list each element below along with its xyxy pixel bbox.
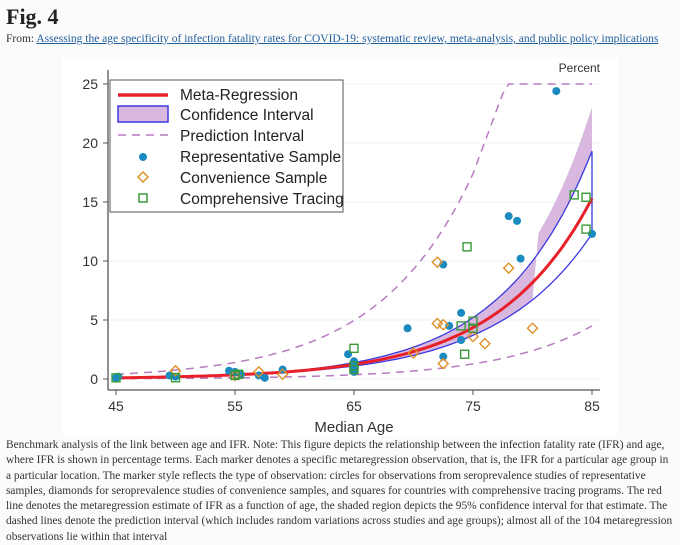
x-tick-label: 85: [584, 398, 600, 414]
legend-circle-marker: [139, 153, 147, 161]
convenience-point: [276, 368, 289, 381]
y-axis-label: Percent: [559, 61, 601, 75]
legend-label: Meta-Regression: [180, 87, 298, 104]
y-tick-label: 5: [90, 312, 98, 328]
convenience-point: [526, 322, 539, 335]
tracing-point: [349, 361, 359, 371]
representative-point: [403, 324, 412, 333]
representative-point: [588, 229, 596, 238]
convenience-point: [431, 256, 444, 269]
tracing-point: [468, 316, 478, 326]
y-tick-label: 15: [82, 194, 98, 210]
x-axis-label: Median Age: [314, 419, 393, 436]
convenience-point: [437, 357, 450, 370]
representative-point: [439, 352, 448, 361]
tracing-point: [349, 343, 359, 354]
convenience-point: [252, 365, 265, 378]
tracing-point: [581, 224, 591, 234]
prediction-upper-line: [115, 83, 592, 376]
representative-point: [552, 87, 561, 96]
representative-point: [457, 336, 466, 345]
article-link[interactable]: Assessing the age specificity of infecti…: [36, 33, 659, 45]
convenience-point: [467, 330, 479, 343]
legend-box: [109, 79, 344, 213]
legend-ci-swatch: [117, 105, 169, 123]
representative-point: [513, 216, 522, 225]
figure-caption: Benchmark analysis of the link between a…: [6, 439, 673, 543]
x-tick-label: 45: [108, 398, 124, 414]
x-tick-label: 75: [465, 398, 481, 414]
legend-diamond-marker: [136, 170, 150, 184]
legend-square-marker: [138, 193, 148, 203]
legend-label: Confidence Interval: [180, 107, 314, 124]
legend-label: Prediction Interval: [180, 128, 304, 145]
x-tick-label: 55: [227, 398, 243, 414]
legend-label: Comprehensive Tracing: [180, 191, 344, 208]
representative-point: [457, 308, 466, 317]
convenience-point: [407, 347, 420, 360]
x-tick-label: 65: [346, 398, 362, 414]
tracing-point: [569, 190, 579, 200]
legend: Meta-Regression Confidence Interval Pred…: [109, 79, 344, 213]
representative-point: [516, 254, 525, 263]
tracing-point: [462, 242, 472, 252]
y-tick-label: 20: [82, 135, 98, 151]
source-line: From: Assessing the age specificity of i…: [6, 33, 658, 45]
y-tick-label: 0: [90, 371, 98, 387]
y-tick-label: 25: [82, 76, 98, 92]
convenience-point: [169, 364, 182, 377]
tracing-point: [468, 323, 478, 333]
tracing-point: [456, 321, 466, 331]
convenience-point: [502, 262, 515, 275]
representative-point: [504, 212, 513, 221]
legend-label: Representative Sample: [180, 149, 341, 166]
tracing-point: [170, 373, 181, 383]
from-label: From:: [6, 33, 35, 45]
figure-title: Fig. 4: [6, 4, 59, 29]
representative-point: [350, 357, 358, 366]
tracing-point: [581, 192, 591, 202]
tracing-point: [111, 373, 121, 383]
representative-point: [344, 350, 353, 359]
representative-point: [260, 373, 269, 382]
legend-label: Convenience Sample: [180, 170, 327, 187]
tracing-point: [459, 349, 470, 359]
y-tick-label: 10: [82, 253, 98, 269]
convenience-point: [478, 337, 491, 350]
convenience-point: [437, 318, 450, 331]
tracing-point: [233, 369, 244, 379]
